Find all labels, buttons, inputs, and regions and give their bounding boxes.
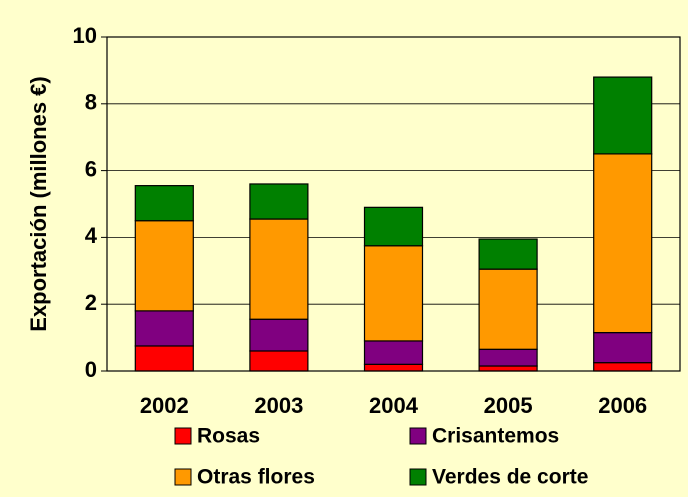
- y-tick-label: 4: [85, 223, 98, 248]
- x-tick-label: 2004: [369, 393, 419, 418]
- legend-swatch: [174, 468, 192, 486]
- legend-swatch: [409, 468, 427, 486]
- bar-segment: [249, 350, 309, 372]
- x-tick-label: 2006: [598, 393, 647, 418]
- bar-segment: [478, 365, 538, 372]
- legend-label: Crisantemos: [432, 425, 559, 448]
- bar-segment: [363, 340, 424, 365]
- bar-segment: [249, 183, 309, 220]
- bar-segment: [478, 238, 538, 270]
- bar-segment: [134, 345, 194, 372]
- bar-segment: [249, 218, 309, 320]
- bar-segment: [134, 220, 194, 312]
- legend-swatch: [174, 427, 192, 445]
- bar-segment: [593, 153, 653, 334]
- bar-segment: [363, 363, 424, 372]
- x-tick-label: 2005: [484, 393, 533, 418]
- legend-swatch: [409, 427, 427, 445]
- y-tick-label: 10: [73, 23, 97, 48]
- bar-segment: [478, 348, 538, 367]
- y-axis-label: Exportación (millones €): [26, 76, 51, 332]
- y-tick-label: 6: [85, 156, 97, 181]
- bar-segment: [363, 206, 424, 247]
- bar-segment: [593, 362, 653, 372]
- bar-segment: [134, 185, 194, 222]
- plot-border: [106, 36, 681, 372]
- legend-label: Rosas: [197, 425, 260, 448]
- x-tick-label: 2002: [140, 393, 189, 418]
- legend-label: Otras flores: [197, 466, 315, 489]
- bar-segment: [593, 76, 653, 155]
- bar-segment: [134, 310, 194, 347]
- bar-segment: [593, 331, 653, 364]
- legend-label: Verdes de corte: [432, 466, 588, 489]
- y-tick-label: 0: [85, 357, 97, 382]
- y-tick-label: 8: [85, 90, 97, 115]
- bar-segment: [249, 318, 309, 352]
- bar-segment: [363, 245, 424, 342]
- x-tick-label: 2003: [254, 393, 303, 418]
- y-tick-label: 2: [85, 290, 97, 315]
- bar-segment: [478, 268, 538, 350]
